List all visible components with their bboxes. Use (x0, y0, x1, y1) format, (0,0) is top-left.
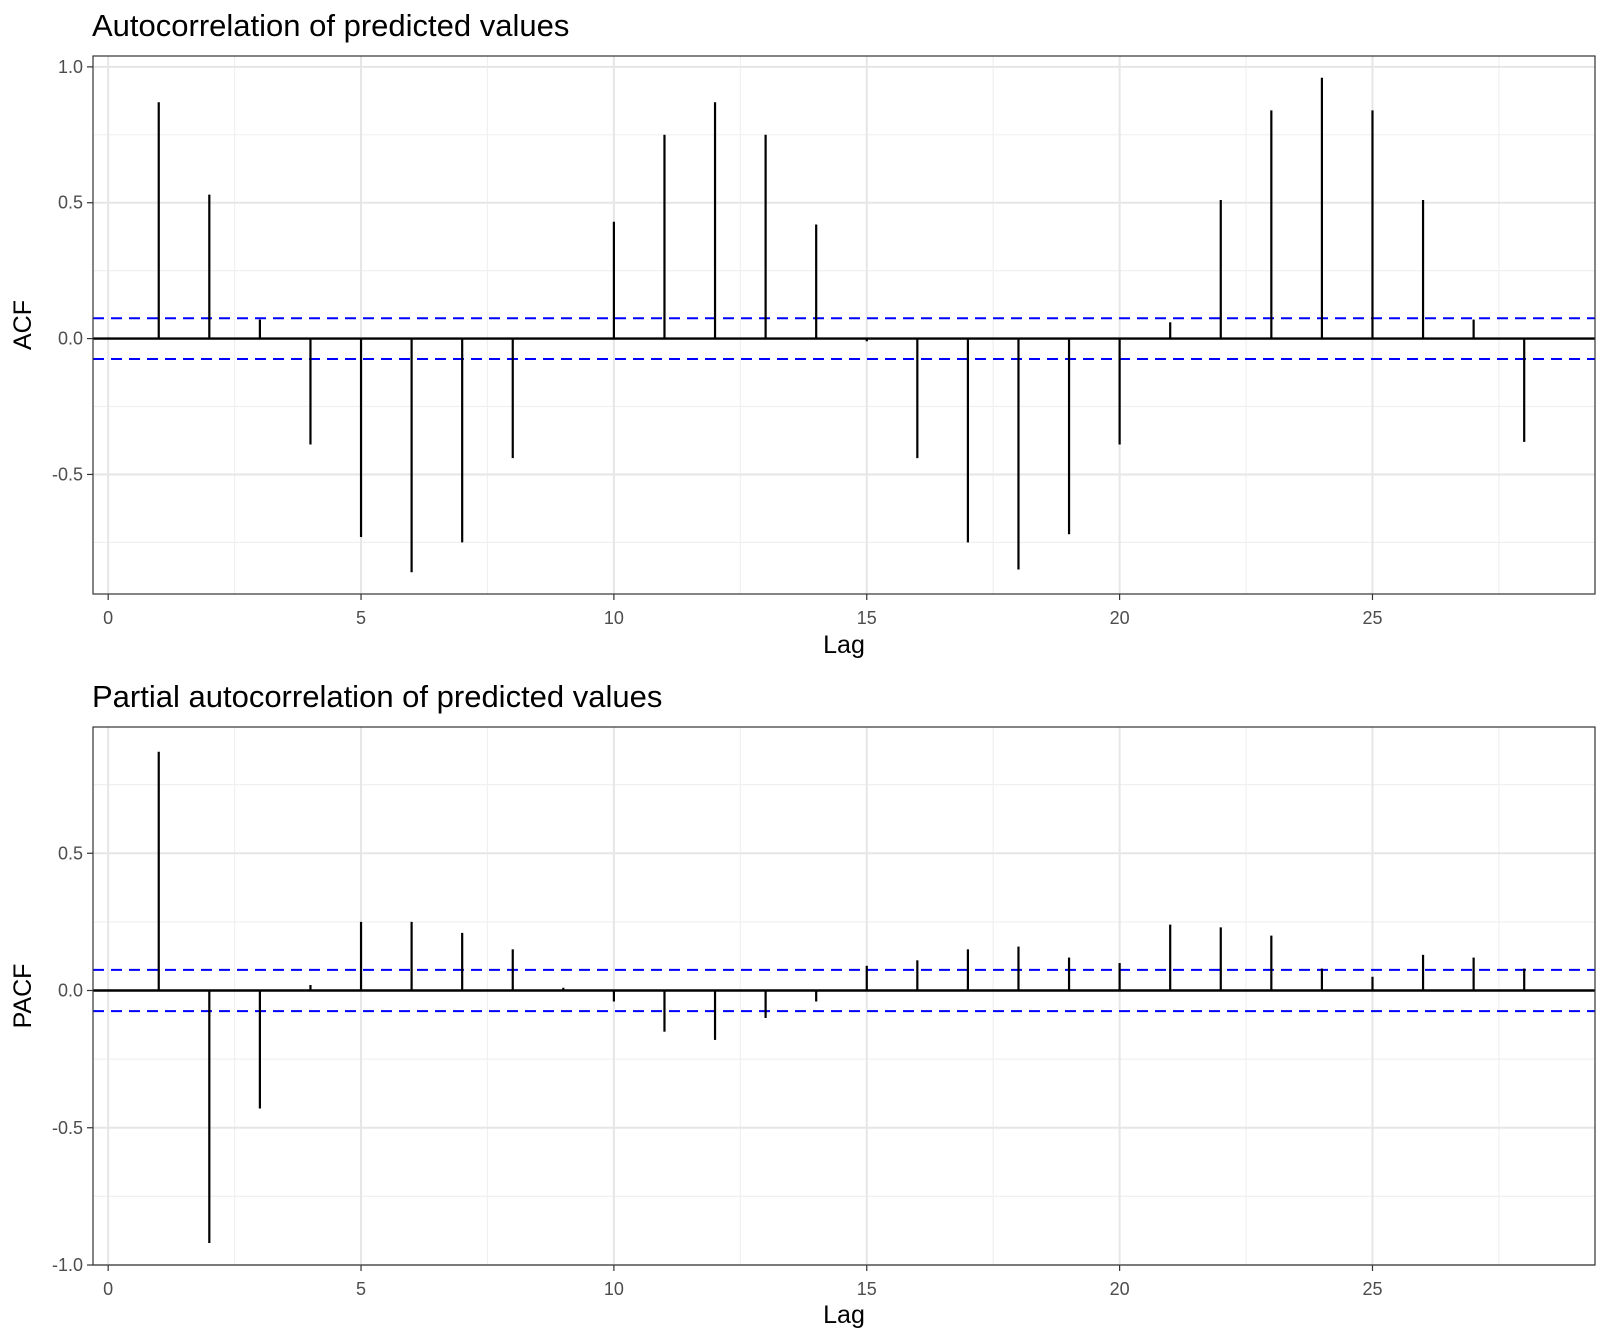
acf-y-axis-title: ACF (9, 300, 37, 350)
acf-y-tick-label: 0.0 (58, 329, 83, 349)
acf-chart-title: Autocorrelation of predicted values (92, 8, 569, 43)
acf-x-tick-label: 20 (1110, 608, 1130, 628)
pacf-y-tick-label: 0.5 (58, 843, 83, 863)
pacf-y-tick-label: -1.0 (52, 1255, 83, 1275)
acf-x-tick-label: 25 (1362, 608, 1382, 628)
pacf-chart-title: Partial autocorrelation of predicted val… (92, 679, 662, 714)
acf-plot-area: -0.5 0.0 0.5 1.0 0 5 10 15 20 25 (52, 55, 1596, 628)
pacf-x-tick-label: 5 (356, 1279, 366, 1299)
acf-x-tick-label: 0 (103, 608, 113, 628)
acf-y-tick-label: 1.0 (58, 57, 83, 77)
acf-x-tick-label: 15 (857, 608, 877, 628)
acf-x-tick-label: 5 (356, 608, 366, 628)
pacf-y-tick-label: 0.0 (58, 981, 83, 1001)
acf-panel-border (92, 55, 1596, 595)
acf-x-axis-title: Lag (823, 631, 865, 659)
acf-y-tick-label: 0.5 (58, 193, 83, 213)
pacf-y-tick-label: -0.5 (52, 1118, 83, 1138)
pacf-x-tick-label: 10 (604, 1279, 624, 1299)
pacf-panel-border (92, 726, 1596, 1266)
pacf-x-tick-label: 20 (1110, 1279, 1130, 1299)
pacf-y-axis-title: PACF (9, 964, 37, 1029)
pacf-x-tick-label: 15 (857, 1279, 877, 1299)
pacf-x-axis-title: Lag (823, 1301, 865, 1329)
pacf-x-tick-label: 25 (1362, 1279, 1382, 1299)
pacf-panel: Partial autocorrelation of predicted val… (9, 679, 1596, 1329)
acf-y-tick-label: -0.5 (52, 464, 83, 484)
acf-x-tick-label: 10 (604, 608, 624, 628)
pacf-x-tick-label: 0 (103, 1279, 113, 1299)
acf-panel: Autocorrelation of predicted values -0.5… (9, 8, 1596, 659)
pacf-plot-area: -1.0 -0.5 0.0 0.5 0 5 10 15 20 25 (52, 726, 1596, 1299)
